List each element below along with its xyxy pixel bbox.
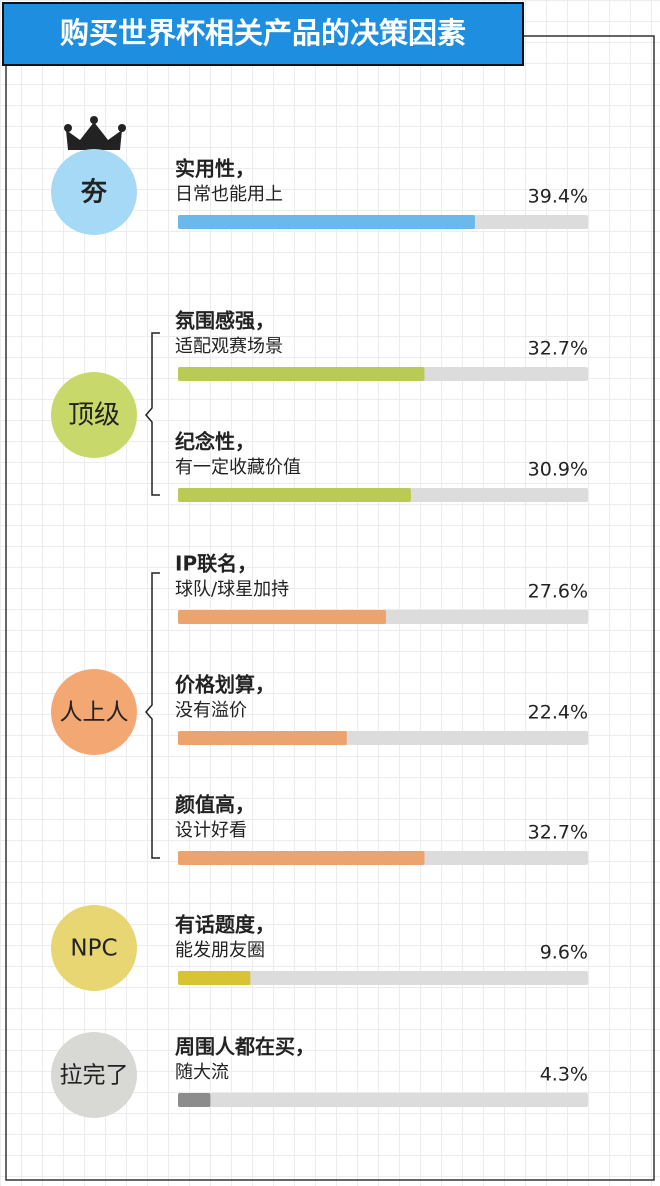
item-title: 颜值高， bbox=[175, 793, 255, 817]
crown-dot bbox=[64, 124, 72, 132]
tier-badge bbox=[51, 372, 137, 458]
title-box bbox=[2, 2, 524, 66]
crown-dot bbox=[90, 116, 98, 124]
item-subtitle: 设计好看 bbox=[175, 820, 247, 841]
crown-dot bbox=[118, 124, 126, 132]
value-label: 39.4% bbox=[528, 186, 588, 208]
item-title: 纪念性， bbox=[175, 430, 255, 454]
bracket bbox=[145, 332, 160, 496]
item-subtitle: 没有溢价 bbox=[175, 700, 247, 721]
value-label: 30.9% bbox=[528, 459, 588, 481]
item-title: IP联名， bbox=[175, 552, 257, 576]
tier-badge bbox=[51, 905, 137, 991]
item-subtitle: 球队/球星加持 bbox=[175, 579, 289, 600]
bar bbox=[178, 367, 425, 381]
bar bbox=[178, 488, 411, 502]
item-title: 价格划算， bbox=[175, 673, 275, 697]
value-label: 9.6% bbox=[540, 942, 588, 964]
tier-badge bbox=[51, 149, 137, 235]
bar bbox=[178, 731, 347, 745]
value-label: 32.7% bbox=[528, 822, 588, 844]
chart-title: 购买世界杯相关产品的决策因素 bbox=[60, 16, 466, 50]
tier-label: 拉完了 bbox=[60, 1063, 129, 1089]
value-label: 4.3% bbox=[540, 1064, 588, 1086]
item-title: 氛围感强， bbox=[175, 309, 275, 333]
item-title: 周围人都在买， bbox=[175, 1035, 315, 1059]
bar-track bbox=[178, 1093, 588, 1107]
bracket bbox=[145, 572, 160, 859]
item-subtitle: 有一定收藏价值 bbox=[175, 457, 301, 478]
bar bbox=[178, 971, 251, 985]
bar bbox=[178, 1093, 211, 1107]
value-label: 27.6% bbox=[528, 581, 588, 603]
tier-label: 夯 bbox=[80, 178, 107, 208]
item-title: 实用性， bbox=[175, 157, 255, 181]
bar bbox=[178, 610, 387, 624]
tier-label: 顶级 bbox=[68, 401, 120, 431]
item-subtitle: 能发朋友圈 bbox=[175, 940, 265, 961]
tier-badge bbox=[51, 1032, 137, 1118]
value-label: 22.4% bbox=[528, 702, 588, 724]
crown bbox=[66, 122, 122, 150]
tier-badge bbox=[51, 669, 137, 755]
item-subtitle: 随大流 bbox=[175, 1062, 229, 1083]
tier-label: NPC bbox=[70, 936, 117, 962]
value-label: 32.7% bbox=[528, 338, 588, 360]
item-subtitle: 适配观赛场景 bbox=[175, 336, 283, 357]
item-subtitle: 日常也能用上 bbox=[175, 184, 283, 205]
item-title: 有话题度， bbox=[175, 913, 275, 937]
tier-label: 人上人 bbox=[60, 700, 129, 726]
bar-track bbox=[178, 971, 588, 985]
bar bbox=[178, 851, 425, 865]
bar bbox=[178, 215, 475, 229]
